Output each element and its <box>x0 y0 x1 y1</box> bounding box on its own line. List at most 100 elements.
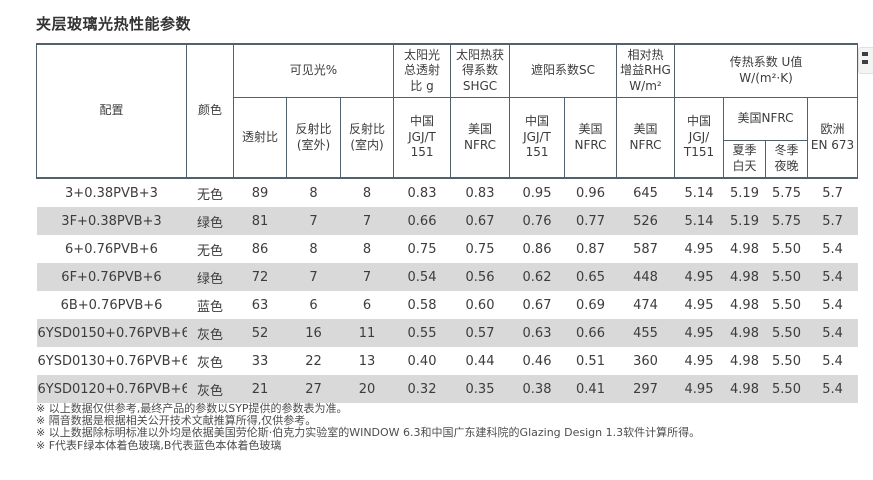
col-header-config: 配置 <box>36 43 187 179</box>
cell: 5.50 <box>765 319 808 347</box>
cell: 5.7 <box>822 185 843 201</box>
cell: 63 <box>251 297 269 313</box>
cell: 4.98 <box>730 297 759 313</box>
cell: 4.95 <box>684 353 714 369</box>
cell: 5.4 <box>822 297 843 313</box>
cell: 5.75 <box>765 207 808 235</box>
col-header-u-china-jgjt151: 中国 JGJ/ T151 <box>674 97 725 179</box>
footnote-line: ※ 以上数据仅供参考,最终产品的参数以SYP提供的参数表为准。 <box>36 402 348 415</box>
cell: 33 <box>251 353 269 369</box>
col-header-color: 颜色 <box>186 43 234 179</box>
col-header-winter-night: 冬季 夜晚 <box>765 140 809 179</box>
table-row: 6F+0.76PVB+6 绿色 72 7 7 0.54 0.56 0.62 0.65 448 4.9… <box>36 263 858 291</box>
col-header-reflectance-indoor: 反射比 (室内) <box>339 97 395 179</box>
cell: 0.57 <box>450 319 510 347</box>
cell: 0.58 <box>407 297 437 313</box>
col-header-g-china-jgjt151: 中国 JGJ/T 151 <box>393 97 452 179</box>
cell: 0.95 <box>522 185 552 201</box>
cell-color: 绿色 <box>186 263 234 291</box>
table-row: 6B+0.76PVB+6 蓝色 63 6 6 0.58 0.60 0.67 0.69 474 4.9… <box>37 291 858 319</box>
cell: 5.4 <box>822 241 843 257</box>
floating-widget[interactable] <box>858 47 873 74</box>
cell: 0.55 <box>393 319 451 347</box>
cell: 8 <box>362 185 372 201</box>
cell: 0.56 <box>450 263 510 291</box>
cell: 0.38 <box>509 375 565 403</box>
cell: 0.60 <box>465 297 495 313</box>
cell: 21 <box>233 375 287 403</box>
col-header-reflectance-outdoor: 反射比 (室外) <box>286 97 341 179</box>
col-header-summer-day: 夏季 白天 <box>723 140 767 179</box>
cell-color: 灰色 <box>196 355 223 371</box>
cell: 72 <box>233 263 287 291</box>
cell: 11 <box>340 319 394 347</box>
cell: 5.4 <box>807 375 858 403</box>
cell-config: 6YSD0130+0.76PVB+6 <box>37 353 187 369</box>
page-title: 夹层玻璃光热性能参数 <box>36 15 192 33</box>
cell: 0.76 <box>509 207 565 235</box>
cell-config: 3+0.38PVB+3 <box>65 185 158 201</box>
cell: 587 <box>633 241 658 257</box>
cell: 5.14 <box>674 207 724 235</box>
cell: 20 <box>340 375 394 403</box>
table-row: 6YSD0120+0.76PVB+6 灰色 21 27 20 0.32 0.35 0.38 0.… <box>36 375 858 403</box>
cell: 448 <box>616 263 675 291</box>
cell: 5.75 <box>772 185 801 201</box>
col-header-shgc: 太阳热获 得系数 SHGC <box>450 43 511 98</box>
widget-icon <box>862 60 868 64</box>
col-header-europe-en673: 欧洲 EN 673 <box>807 97 859 179</box>
col-header-sc-us-nfrc: 美国 NFRC <box>564 97 618 179</box>
cell: 4.95 <box>684 297 714 313</box>
cell: 27 <box>286 375 341 403</box>
cell: 0.77 <box>564 207 617 235</box>
cell-config: 3F+0.38PVB+3 <box>36 207 187 235</box>
footnotes: ※ 以上数据仅供参考,最终产品的参数以SYP提供的参数表为准。 ※ 隔音数据是根… <box>36 402 856 452</box>
cell-config: 6+0.76PVB+6 <box>65 241 158 257</box>
col-header-solar-g: 太阳光 总透射 比 g <box>393 43 452 98</box>
cell: 7 <box>340 207 394 235</box>
col-header-transmittance: 透射比 <box>233 97 287 179</box>
performance-table: 配置 颜色 可见光% 太阳光 总透射 比 g 太阳热获 得系数 SHGC 遮阳系… <box>36 43 859 403</box>
cell: 0.67 <box>450 207 510 235</box>
cell: 86 <box>251 241 269 257</box>
cell: 4.95 <box>674 263 724 291</box>
cell: 645 <box>633 185 658 201</box>
cell: 4.95 <box>674 375 724 403</box>
cell-config: 6B+0.76PVB+6 <box>60 297 163 313</box>
cell: 0.63 <box>509 319 565 347</box>
cell-config: 6F+0.76PVB+6 <box>36 263 187 291</box>
table-row: 3F+0.38PVB+3 绿色 81 7 7 0.66 0.67 0.76 0.77 526 5.1… <box>36 207 858 235</box>
col-header-visible-light: 可见光% <box>232 43 395 98</box>
cell: 16 <box>286 319 341 347</box>
cell: 0.54 <box>393 263 451 291</box>
cell: 81 <box>233 207 287 235</box>
cell: 52 <box>233 319 287 347</box>
cell: 5.7 <box>807 207 858 235</box>
cell: 4.95 <box>674 319 724 347</box>
col-header-u-us-nfrc: 美国NFRC <box>723 97 809 141</box>
cell-color: 灰色 <box>186 375 234 403</box>
col-header-relative-heat-gain: 相对热 增益RHG W/m² <box>616 43 676 98</box>
cell: 5.4 <box>807 319 858 347</box>
footnote-line: ※ 以上数据除标明标准以外均是依据美国劳伦斯·伯克力实验室的WINDOW 6.3… <box>36 426 701 440</box>
cell: 7 <box>286 207 341 235</box>
cell: 4.98 <box>723 263 766 291</box>
cell: 0.41 <box>564 375 617 403</box>
cell: 455 <box>616 319 675 347</box>
cell: 5.4 <box>822 353 843 369</box>
cell: 0.65 <box>564 263 617 291</box>
cell: 0.75 <box>407 241 437 257</box>
cell: 6 <box>309 297 318 313</box>
cell: 0.51 <box>576 353 605 369</box>
cell: 0.75 <box>465 241 495 257</box>
cell: 8 <box>309 185 318 201</box>
cell: 526 <box>616 207 675 235</box>
cell: 13 <box>358 353 376 369</box>
footnote-line: ※ 隔音数据是根据相关公开技术文献推算所得,仅供参考。 <box>36 414 317 428</box>
cell: 0.62 <box>509 263 565 291</box>
cell: 5.19 <box>723 207 766 235</box>
cell: 4.95 <box>684 241 714 257</box>
cell: 360 <box>633 353 658 369</box>
cell: 0.96 <box>576 185 605 201</box>
cell: 0.67 <box>522 297 552 313</box>
